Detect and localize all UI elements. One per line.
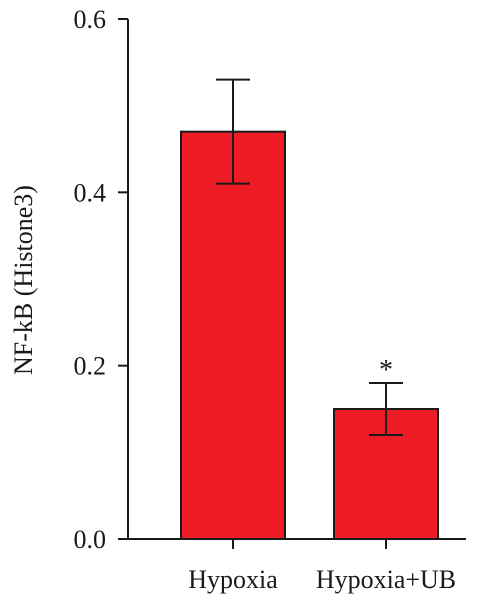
x-tick-label: Hypoxia+UB bbox=[316, 565, 456, 594]
y-axis: 0.0 0.2 0.4 0.6 bbox=[74, 5, 129, 554]
significance-marker: * bbox=[379, 355, 393, 386]
y-tick-label: 0.6 bbox=[74, 5, 107, 34]
x-axis: Hypoxia Hypoxia+UB bbox=[128, 538, 466, 594]
y-tick-label: 0.4 bbox=[74, 178, 107, 207]
x-tick-label: Hypoxia bbox=[188, 565, 278, 594]
bar-hypoxia bbox=[180, 130, 286, 541]
y-tick-label: 0.2 bbox=[74, 352, 107, 381]
y-axis-title: NF-kB (Histone3) bbox=[9, 185, 38, 375]
y-tick-label: 0.0 bbox=[74, 525, 107, 554]
bars: * bbox=[180, 78, 439, 541]
